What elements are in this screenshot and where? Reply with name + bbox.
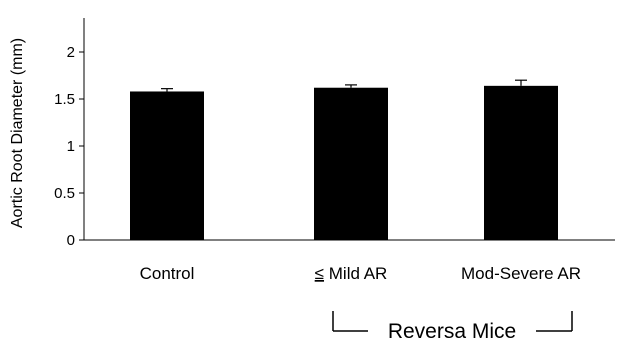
bar-1 [314,87,388,240]
y-tick-label: 1.5 [54,91,75,108]
bar-2 [484,85,558,240]
y-tick-label: 1 [67,138,75,155]
category-name: Mild AR [329,264,388,283]
category-name: Mod-Severe AR [461,264,581,283]
x-category-label: Mod-Severe AR [461,264,581,283]
group-bracket: Reversa Mice [332,311,573,343]
y-tick-label: 0 [67,232,75,249]
x-axis-labels: Control ≤ Mild AR Mod-Severe AR [140,264,581,283]
bar-0 [130,91,204,240]
y-tick-label: 2 [67,44,75,61]
x-category-label: ≤ Mild AR [315,264,388,283]
y-tick-label: 0.5 [54,185,75,202]
x-category-label: Control [140,264,195,283]
group-label: Reversa Mice [388,320,516,343]
y-axis-ticks: 0 0.5 1 1.5 2 [54,44,84,249]
category-name: Control [140,264,195,283]
y-axis-title: Aortic Root Diameter (mm) [9,38,26,228]
category-prefix: ≤ [315,264,324,283]
bars [130,79,558,240]
